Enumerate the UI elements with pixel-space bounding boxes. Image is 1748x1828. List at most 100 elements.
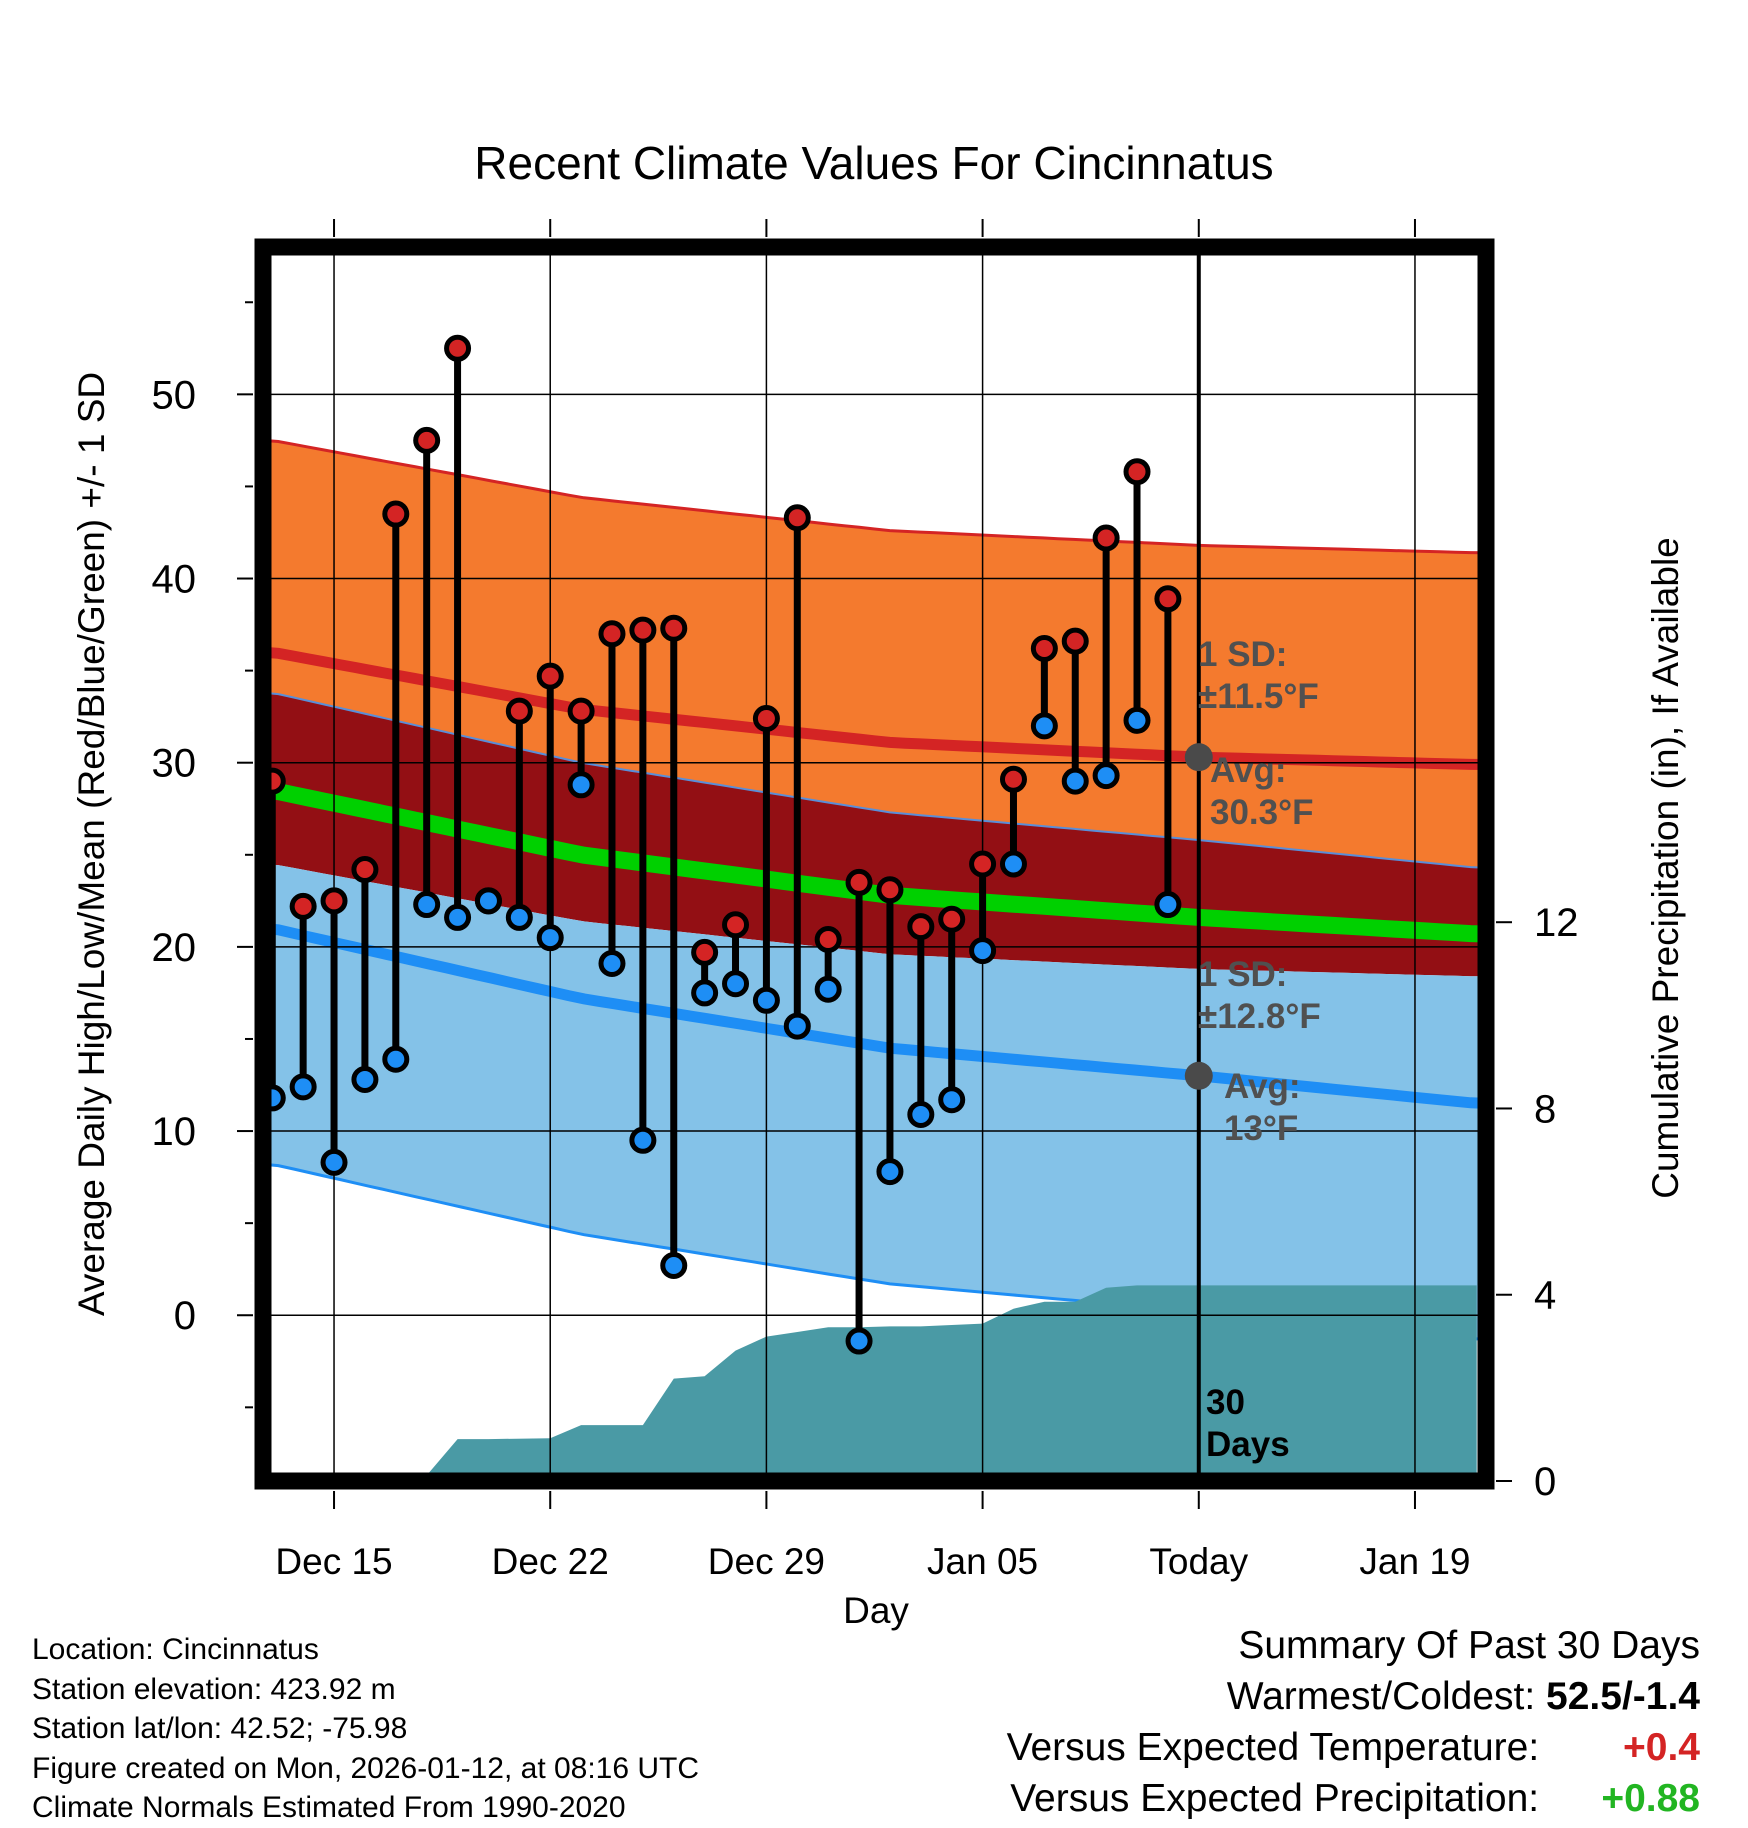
plot-area <box>263 247 1486 1481</box>
observed-high-point <box>505 697 533 725</box>
observed-high-point <box>382 500 410 528</box>
x-tick-label: Today <box>1149 1541 1248 1582</box>
today-days-annotation: 30 Days <box>1206 1383 1290 1464</box>
average-low-line <box>263 923 1486 1109</box>
observed-low-point <box>845 1327 873 1355</box>
observed-high-point <box>660 614 688 642</box>
y2-tick-label: 12 <box>1534 901 1579 945</box>
observed-low-point <box>1061 767 1089 795</box>
observed-high-point <box>1123 458 1151 486</box>
observed-low-point <box>907 1100 935 1128</box>
observed-high-point <box>289 892 317 920</box>
observed-low-point <box>814 975 842 1003</box>
observed-high-point <box>938 905 966 933</box>
observed-high-point <box>1061 627 1089 655</box>
observed-high-point <box>1030 635 1058 663</box>
observed-high-point <box>629 616 657 644</box>
today-days-annotation-line: 30 <box>1206 1383 1245 1422</box>
observed-low-point <box>567 771 595 799</box>
summary-warm-cold-value: 52.5/-1.4 <box>1546 1675 1700 1718</box>
observed-high-point <box>969 850 997 878</box>
observed-high-point <box>691 938 719 966</box>
average-mean-line <box>263 781 1486 943</box>
observed-low-point <box>938 1086 966 1114</box>
observed-high-point <box>320 887 348 915</box>
meta-normals: Climate Normals Estimated From 1990-2020 <box>32 1791 626 1824</box>
observed-high-point <box>783 504 811 532</box>
observed-low-point <box>969 937 997 965</box>
summary-warm-cold-label: Warmest/Coldest: <box>1226 1675 1536 1718</box>
chart-title: Recent Climate Values For Cincinnatus <box>474 137 1274 189</box>
observed-low-point <box>1030 712 1058 740</box>
observed-high-point <box>536 662 564 690</box>
observed-high-point <box>814 926 842 954</box>
low-sd-annotation-line: 1 SD: <box>1198 955 1287 994</box>
station-metadata: Location: Cincinnatus Station elevation:… <box>32 1630 699 1828</box>
x-tick-label: Dec 29 <box>708 1541 825 1582</box>
high-avg-annotation-line: Avg: <box>1210 751 1286 790</box>
today-days-annotation-line: Days <box>1206 1425 1290 1464</box>
summary-panel: Summary Of Past 30 Days Warmest/Coldest:… <box>1007 1620 1700 1824</box>
summary-precip-value: +0.88 <box>1601 1777 1700 1820</box>
summary-precip: Versus Expected Precipitation: +0.88 <box>1007 1773 1700 1824</box>
low-plus-sd-line <box>263 691 1486 869</box>
y2-tick-label: 0 <box>1534 1460 1556 1504</box>
high-sd-annotation-line: ±11.5°F <box>1198 677 1319 716</box>
observed-high-point <box>413 426 441 454</box>
y2-tick-label: 4 <box>1534 1274 1556 1318</box>
observed-high-point <box>1092 524 1120 552</box>
observed-low-point <box>413 891 441 919</box>
observed-low-point <box>876 1158 904 1186</box>
y-tick-label: 50 <box>152 373 197 417</box>
observed-low-point <box>691 979 719 1007</box>
y-tick-label: 30 <box>152 742 197 786</box>
low-avg-annotation-line: Avg: <box>1224 1067 1300 1106</box>
meta-created: Figure created on Mon, 2026-01-12, at 08… <box>32 1751 700 1785</box>
observed-high-point <box>598 620 626 648</box>
observed-low-point <box>752 986 780 1014</box>
observed-high-point <box>444 334 472 362</box>
observed-high-point <box>752 704 780 732</box>
y-tick-label: 40 <box>152 558 197 602</box>
observed-low-point <box>289 1073 317 1101</box>
summary-precip-label: Versus Expected Precipitation: <box>1010 1777 1540 1820</box>
summary-temp-label: Versus Expected Temperature: <box>1006 1726 1540 1769</box>
low-sd-annotation-line: ±12.8°F <box>1198 997 1321 1036</box>
observed-low-point <box>320 1148 348 1176</box>
plot-frame <box>254 238 1495 1490</box>
observed-high-point <box>1154 585 1182 613</box>
high-sd-annotation: 1 SD: ±11.5°F <box>1198 635 1319 716</box>
summary-temp-value: +0.4 <box>1623 1726 1700 1769</box>
observed-low-point <box>474 887 502 915</box>
y-tick-label: 20 <box>152 926 197 970</box>
observed-low-point <box>598 949 626 977</box>
high-avg-annotation-line: 30.3°F <box>1210 793 1314 832</box>
observed-low-point <box>629 1126 657 1154</box>
observed-low-point <box>999 850 1027 878</box>
summary-temp: Versus Expected Temperature: +0.4 <box>1007 1722 1700 1773</box>
observed-low-point <box>536 924 564 952</box>
observed-low-point <box>382 1045 410 1073</box>
x-tick-label: Jan 05 <box>927 1541 1038 1582</box>
observed-high-point <box>999 765 1027 793</box>
low-sd-band <box>263 864 1486 1340</box>
observed-high-point <box>907 913 935 941</box>
x-tick-label: Dec 22 <box>492 1541 609 1582</box>
observed-high-point <box>567 697 595 725</box>
observed-low-point <box>351 1065 379 1093</box>
low-avg-annotation-line: 13°F <box>1224 1109 1298 1148</box>
observed-low-point <box>444 903 472 931</box>
meta-location: Location: Cincinnatus <box>32 1633 319 1666</box>
high-sd-annotation-line: 1 SD: <box>1198 635 1287 674</box>
high-avg-annotation: Avg: 30.3°F <box>1210 751 1314 832</box>
observed-low-point <box>1092 762 1120 790</box>
observed-high-point <box>351 856 379 884</box>
observed-low-point <box>1123 706 1151 734</box>
average-high-line <box>263 646 1486 770</box>
meta-elevation: Station elevation: 423.92 m <box>32 1672 396 1706</box>
observed-low-point <box>505 903 533 931</box>
precipitation-area <box>272 1285 1477 1481</box>
today-avg-low-marker <box>1184 1061 1213 1090</box>
x-tick-label: Jan 19 <box>1359 1541 1470 1582</box>
